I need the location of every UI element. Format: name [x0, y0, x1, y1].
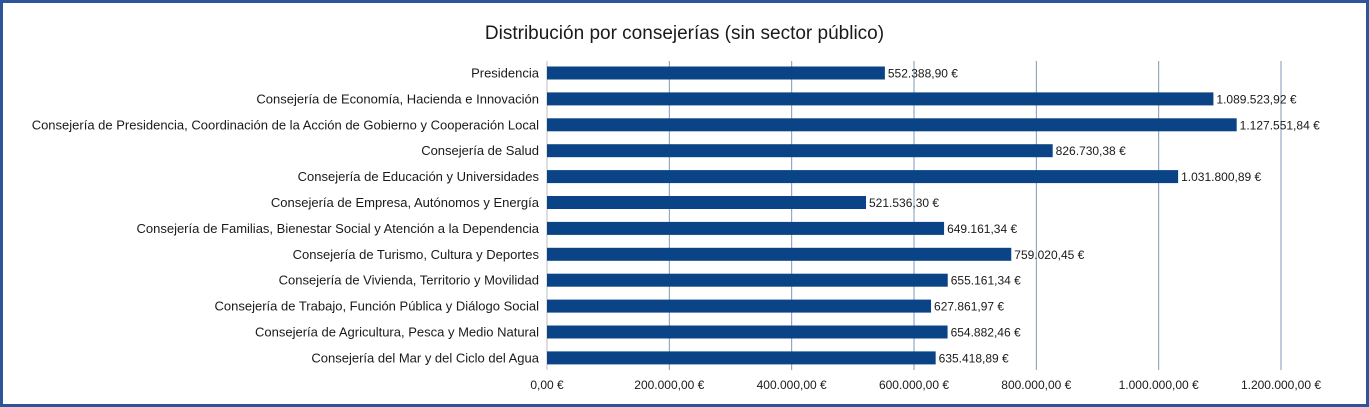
data-label: 635.418,89 €: [939, 351, 1009, 365]
x-tick-label: 400.000,00 €: [757, 378, 827, 392]
data-label: 552.388,90 €: [888, 67, 958, 81]
x-axis-ticks: 0,00 € 200.000,00 € 400.000,00 € 600.000,00…: [530, 378, 1321, 392]
bar: [547, 144, 1053, 158]
data-label: 627.861,97 €: [934, 300, 1004, 314]
category-label: Consejería de Economía, Hacienda e Innov…: [256, 91, 539, 106]
x-tick-label: 1.200.000,00 €: [1241, 378, 1321, 392]
bar: [547, 66, 885, 80]
x-tick-label: 600.000,00 €: [879, 378, 949, 392]
x-tick-label: 800.000,00 €: [1001, 378, 1071, 392]
bar: [547, 299, 932, 313]
x-tick-label: 0,00 €: [530, 378, 564, 392]
category-label: Consejería del Mar y del Ciclo del Agua: [311, 350, 539, 365]
data-labels: 552.388,90 € 1.089.523,92 € 1.127.551,84 €…: [869, 67, 1320, 366]
chart-title: Distribución por consejerías (sin sector…: [484, 23, 885, 44]
data-label: 649.161,34 €: [947, 222, 1017, 236]
category-label: Consejería de Trabajo, Función Pública y…: [215, 299, 540, 314]
category-label: Consejería de Educación y Universidades: [298, 169, 540, 184]
data-label: 1.127.551,84 €: [1240, 118, 1320, 132]
category-label: Consejería de Empresa, Autónomos y Energ…: [271, 195, 540, 210]
bar: [547, 118, 1237, 132]
category-label: Consejería de Turismo, Cultura y Deporte…: [293, 247, 540, 262]
bar: [547, 196, 867, 209]
data-label: 654.882,46 €: [951, 326, 1021, 340]
bar: [547, 325, 948, 339]
gridlines: [546, 61, 1282, 370]
bar: [547, 273, 948, 287]
data-label: 655.161,34 €: [951, 274, 1021, 288]
data-label: 521.536,30 €: [869, 196, 939, 210]
bar: [547, 170, 1179, 184]
category-label: Consejería de Agricultura, Pesca y Medio…: [255, 325, 539, 340]
category-label: Consejería de Presidencia, Coordinación …: [32, 117, 539, 132]
category-label: Consejería de Familias, Bienestar Social…: [136, 221, 539, 236]
category-label: Consejería de Vivienda, Territorio y Mov…: [279, 273, 539, 288]
bar: [547, 351, 936, 365]
data-label: 759.020,45 €: [1014, 248, 1084, 262]
data-label: 826.730,38 €: [1056, 144, 1126, 158]
category-labels: Presidencia Consejería de Economía, Hacie…: [32, 66, 540, 366]
bar: [547, 92, 1214, 106]
category-label: Presidencia: [471, 66, 540, 81]
x-tick-label: 1.000.000,00 €: [1119, 378, 1199, 392]
bar-chart: Presidencia Consejería de Economía, Hacie…: [32, 61, 1321, 392]
bar: [547, 247, 1012, 261]
bar: [547, 221, 945, 235]
data-label: 1.031.800,89 €: [1181, 170, 1261, 184]
data-label: 1.089.523,92 €: [1216, 92, 1296, 106]
bars: [547, 66, 1237, 365]
category-label: Consejería de Salud: [421, 143, 539, 158]
x-tick-label: 200.000,00 €: [634, 378, 704, 392]
